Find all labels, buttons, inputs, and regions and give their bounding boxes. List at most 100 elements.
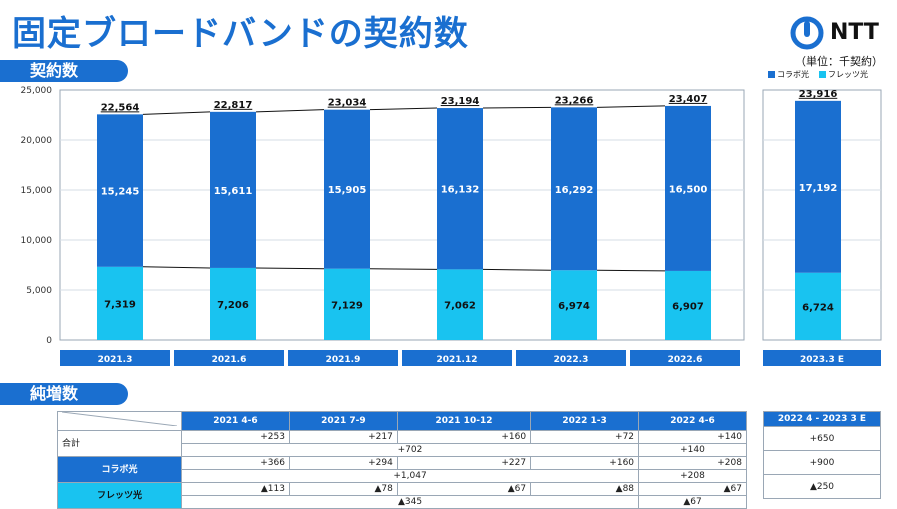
trend-line-total bbox=[142, 111, 211, 115]
data-label-flets: 7,319 bbox=[104, 299, 136, 310]
net-increase-table: 2021 4-6 2021 7-9 2021 10-12 2022 1-3 20… bbox=[57, 411, 747, 509]
bar-flets bbox=[665, 270, 711, 340]
data-label-total: 23,916 bbox=[799, 89, 838, 100]
cell-value: ▲113 bbox=[181, 482, 290, 496]
category-label-bg bbox=[516, 350, 626, 366]
trend-line-flets bbox=[596, 269, 666, 272]
cell-fy-total: +1,047 bbox=[180, 469, 640, 483]
cell-value: +208 bbox=[638, 456, 747, 470]
cell-fy-total: ▲345 bbox=[180, 495, 640, 509]
forecast-header: 2022 4 - 2023 3 E bbox=[763, 411, 881, 427]
legend-swatch-collabo bbox=[768, 71, 775, 78]
table-corner bbox=[57, 411, 182, 431]
data-label-total: 22,817 bbox=[214, 100, 253, 111]
data-label-collabo: 15,611 bbox=[214, 186, 253, 197]
period-header: 2021 7-9 bbox=[288, 411, 398, 431]
plot-area bbox=[59, 89, 745, 341]
cell-value: +366 bbox=[181, 456, 290, 470]
legend-item-collabo: コラボ光 bbox=[768, 69, 809, 80]
x-category-label: 2022.6 bbox=[668, 355, 703, 365]
bar-collabo bbox=[795, 100, 841, 273]
x-category-label: 2023.3 E bbox=[800, 355, 844, 365]
cell-value: +227 bbox=[396, 456, 532, 470]
section-tab-net-increase: 純増数 bbox=[0, 383, 128, 405]
data-label-flets: 6,724 bbox=[802, 302, 834, 313]
contracts-chart: 0 5,000 10,000 15,000 20,000 25,000 7,319 15,24… bbox=[21, 86, 882, 366]
period-header: 2022 4-6 bbox=[638, 411, 747, 431]
legend-item-flets: フレッツ光 bbox=[819, 69, 868, 80]
forecast-row-total: +650 bbox=[763, 426, 881, 451]
data-label-collabo: 15,905 bbox=[328, 185, 367, 196]
bar-collabo bbox=[665, 105, 711, 271]
x-category-label: 2021.9 bbox=[326, 355, 361, 365]
legend-swatch-flets bbox=[819, 71, 826, 78]
x-category-label: 2021.12 bbox=[437, 355, 478, 365]
data-label-collabo: 16,500 bbox=[669, 184, 708, 195]
cell-value: +294 bbox=[288, 456, 398, 470]
cell-value: ▲67 bbox=[396, 482, 532, 496]
trend-line-flets bbox=[142, 266, 211, 269]
data-label-total: 23,407 bbox=[669, 94, 708, 105]
data-label-flets: 7,129 bbox=[331, 300, 363, 311]
data-label-flets: 6,974 bbox=[558, 301, 590, 312]
page-title: 固定ブロードバンドの契約数 bbox=[12, 14, 469, 54]
category-label-bg bbox=[402, 350, 512, 366]
category-label-bg bbox=[288, 350, 398, 366]
category-label-bg bbox=[60, 350, 170, 366]
forecast-header-row: 2022 4 - 2023 3 E bbox=[763, 411, 881, 427]
cell-value: ▲67 bbox=[638, 482, 747, 496]
data-label-total: 23,266 bbox=[555, 95, 594, 106]
row-label-total: 合計 bbox=[57, 430, 182, 457]
cell-value: ▲88 bbox=[530, 482, 640, 496]
y-tick-label: 20,000 bbox=[21, 136, 53, 146]
forecast-row-collabo: +900 bbox=[763, 450, 881, 475]
trend-line-total bbox=[596, 105, 666, 108]
bar-flets bbox=[795, 272, 841, 340]
y-tick-label: 15,000 bbox=[21, 186, 53, 196]
cell-current-total: ▲67 bbox=[638, 495, 747, 509]
table-row-total-quarterly: 合計 +253 +217 +160 +72 +140 bbox=[57, 430, 747, 457]
chart-legend: コラボ光 フレッツ光 bbox=[768, 69, 868, 80]
ntt-logo-text: NTT bbox=[830, 20, 879, 45]
corner-diagonal bbox=[61, 411, 178, 427]
row-label-flets: フレッツ光 bbox=[57, 482, 182, 509]
bar-flets bbox=[210, 267, 256, 340]
bar-collabo bbox=[210, 111, 256, 268]
cell-value: +253 bbox=[181, 430, 290, 444]
trend-line-flets bbox=[369, 268, 438, 270]
y-tick-label: 10,000 bbox=[21, 236, 53, 246]
bar-collabo bbox=[437, 108, 483, 270]
data-label-total: 22,564 bbox=[101, 102, 140, 113]
trend-line-total bbox=[482, 106, 552, 109]
category-label-bg bbox=[630, 350, 740, 366]
table-row-collabo-annual: +1,047 +208 bbox=[58, 469, 747, 483]
x-category-label: 2021.6 bbox=[212, 355, 247, 365]
category-label-bg bbox=[763, 350, 881, 366]
cell-current-total: +140 bbox=[638, 443, 747, 457]
trend-line-flets bbox=[482, 268, 552, 271]
section-tab-contracts: 契約数 bbox=[0, 60, 128, 82]
x-category-label: 2021.3 bbox=[98, 355, 133, 365]
trend-line-total bbox=[255, 109, 325, 113]
data-label-collabo: 17,192 bbox=[799, 183, 838, 194]
y-tick-label: 5,000 bbox=[26, 286, 52, 296]
forecast-value-collabo: +900 bbox=[763, 450, 881, 475]
x-category-label: 2022.3 bbox=[554, 355, 589, 365]
data-label-collabo: 16,132 bbox=[441, 185, 480, 196]
data-label-flets: 7,206 bbox=[217, 300, 249, 311]
table-row-total-annual: +702 +140 bbox=[58, 443, 747, 457]
bar-collabo bbox=[324, 109, 370, 269]
cell-value: +217 bbox=[288, 430, 398, 444]
trend-line-flets bbox=[255, 267, 325, 270]
table-row-flets-quarterly: フレッツ光 ▲113 ▲78 ▲67 ▲88 ▲67 bbox=[57, 482, 747, 509]
cell-value: +140 bbox=[638, 430, 747, 444]
data-label-flets: 7,062 bbox=[444, 301, 476, 312]
bar-collabo bbox=[551, 107, 597, 271]
unit-label: （単位：千契約） bbox=[795, 55, 883, 68]
cell-fy-total: +702 bbox=[180, 443, 640, 457]
ntt-logo-icon bbox=[790, 16, 824, 50]
bar-flets bbox=[437, 269, 483, 340]
bar-flets bbox=[324, 268, 370, 340]
table-row-collabo-quarterly: コラボ光 +366 +294 +227 +160 +208 bbox=[57, 456, 747, 483]
period-header: 2021 4-6 bbox=[181, 411, 290, 431]
